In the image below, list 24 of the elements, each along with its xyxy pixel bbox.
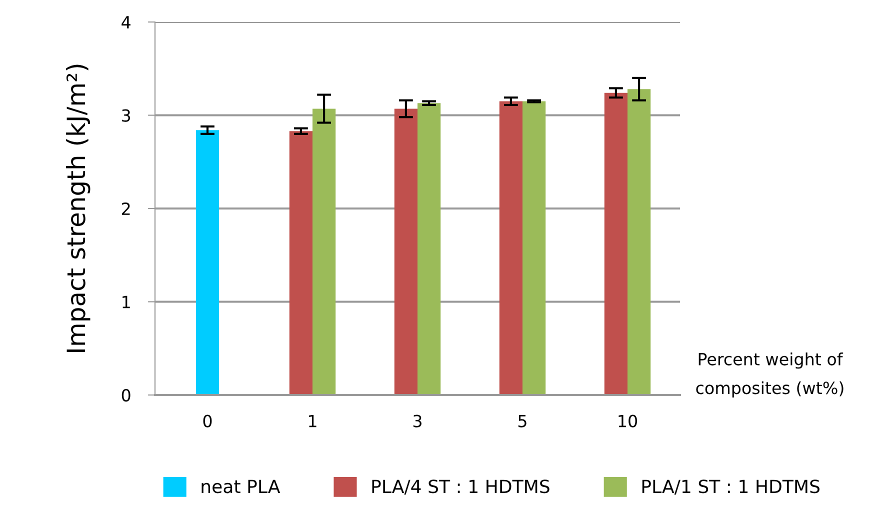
bar — [394, 108, 418, 395]
bar — [499, 101, 522, 395]
x-tick-label: 0 — [203, 414, 212, 428]
bar — [312, 108, 336, 395]
bar — [418, 103, 441, 395]
x-tick-label: 1 — [309, 414, 316, 428]
y-tick-label: 0 — [122, 388, 130, 402]
y-tick-label: 1 — [122, 296, 130, 308]
y-axis-title: Impact strength (kJ/m²) — [66, 64, 90, 352]
x-tick-label: 3 — [413, 414, 422, 428]
bar — [522, 101, 546, 395]
x-axis-title: Percent weight of composites (wt%) — [696, 352, 844, 398]
bar — [604, 92, 628, 395]
x-tick-label: 5 — [518, 414, 526, 428]
bar — [289, 131, 312, 395]
y-tick-label: 2 — [122, 202, 130, 215]
bar — [196, 130, 220, 395]
legend-label: PLA/1 ST : 1 HDTMS — [642, 480, 820, 495]
y-tick-label: 4 — [122, 16, 130, 28]
legend-label: PLA/4 ST : 1 HDTMS — [372, 480, 550, 495]
x-tick-label: 10 — [618, 414, 637, 428]
legend-label: neat PLA — [202, 480, 280, 494]
bar — [628, 89, 651, 395]
y-tick-label: 3 — [122, 109, 130, 122]
